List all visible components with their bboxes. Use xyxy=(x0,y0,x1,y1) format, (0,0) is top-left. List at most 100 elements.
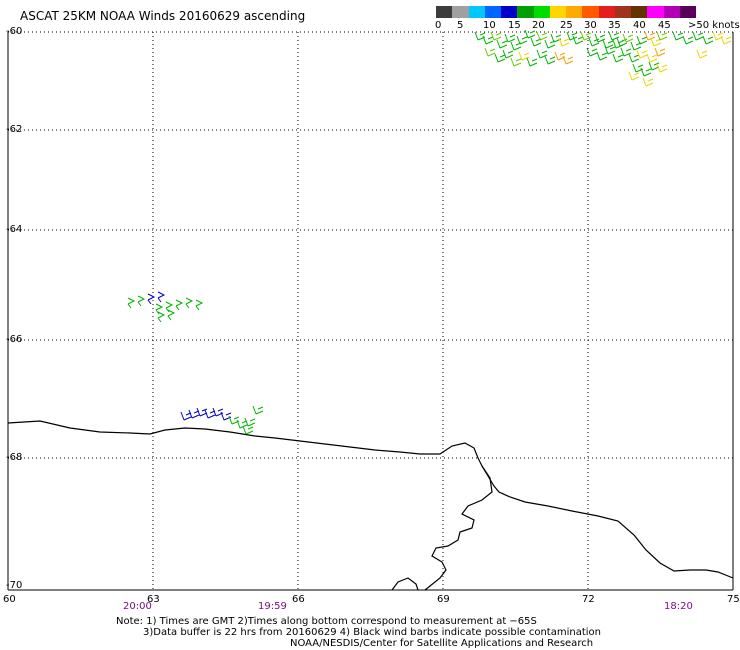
wind-barb xyxy=(167,309,176,321)
y-tick-label: -64 xyxy=(6,224,23,235)
wind-barb xyxy=(510,57,522,67)
colorbar-swatch xyxy=(663,6,680,18)
note-line-3: NOAA/NESDIS/Center for Satellite Applica… xyxy=(290,638,594,649)
note-line-2: 3)Data buffer is 22 hrs from 20160629 4)… xyxy=(143,627,601,638)
wind-barb xyxy=(702,35,714,45)
colorbar-labels: 0 5 10 15 20 25 30 35 40 45 >50 knots xyxy=(430,20,740,34)
colorbar-label: 5 xyxy=(457,20,464,31)
wind-barbs xyxy=(127,29,732,435)
wind-barb xyxy=(696,49,708,59)
grid-lines xyxy=(8,31,733,590)
wind-barb xyxy=(612,39,624,49)
wind-barb xyxy=(490,31,502,41)
wind-barb xyxy=(244,417,256,427)
colorbar-swatch xyxy=(484,6,501,18)
wind-barb xyxy=(518,51,530,61)
wind-barb xyxy=(594,33,606,43)
colorbar-swatch xyxy=(533,6,550,18)
wind-barb xyxy=(147,293,156,305)
y-tick-label: -66 xyxy=(6,334,23,345)
coastline-islet xyxy=(391,577,419,591)
colorbar-label: 30 xyxy=(584,20,597,31)
wind-barb xyxy=(656,63,668,73)
colorbar-label: 25 xyxy=(560,20,573,31)
wind-barb xyxy=(620,47,632,57)
colorbar-swatch xyxy=(598,6,615,18)
wind-barb xyxy=(640,67,652,77)
wind-barb xyxy=(656,31,668,41)
wind-barb xyxy=(494,53,506,63)
y-tick-label: -70 xyxy=(6,580,23,591)
colorbar-label: 10 xyxy=(483,20,496,31)
wind-barb xyxy=(596,51,608,61)
wind-barb xyxy=(672,31,684,41)
wind-barb xyxy=(720,35,732,45)
x-tick-label: 60 xyxy=(3,594,16,605)
wind-barb xyxy=(482,35,494,45)
wind-barb xyxy=(157,311,166,323)
wind-barb xyxy=(654,47,666,57)
colorbar-swatch xyxy=(679,6,696,18)
wind-barb xyxy=(622,33,634,43)
time-label: 19:59 xyxy=(258,601,287,612)
wind-speed-colorbar xyxy=(436,6,696,18)
wind-barb xyxy=(642,77,654,87)
wind-barb xyxy=(242,425,254,435)
wind-barb xyxy=(608,31,620,41)
wind-barb xyxy=(536,31,548,41)
colorbar-swatch xyxy=(631,6,648,18)
wind-barb xyxy=(572,35,584,45)
x-tick-label: 69 xyxy=(437,594,450,605)
colorbar-swatch xyxy=(501,6,518,18)
wind-barb xyxy=(502,49,514,59)
wind-barb xyxy=(636,35,648,45)
x-tick-label: 75 xyxy=(727,594,740,605)
wind-barb xyxy=(127,297,136,309)
wind-barb xyxy=(644,31,656,41)
x-tick-label: 72 xyxy=(582,594,595,605)
y-tick-label: -60 xyxy=(6,26,23,37)
colorbar-swatch xyxy=(436,6,453,18)
wind-barb xyxy=(185,297,194,309)
wind-barb xyxy=(612,53,624,63)
wind-barb xyxy=(588,37,600,47)
y-tick-label: -62 xyxy=(6,124,23,135)
colorbar-label: 20 xyxy=(532,20,545,31)
wind-barb xyxy=(504,33,516,43)
colorbar-label: 45 xyxy=(658,20,671,31)
y-tick-label: -68 xyxy=(6,452,23,463)
colorbar-swatch xyxy=(517,6,534,18)
coastline-main xyxy=(7,420,734,579)
wind-barb xyxy=(155,303,164,315)
colorbar-label: >50 knots xyxy=(688,20,740,31)
time-label: 20:00 xyxy=(123,601,152,612)
colorbar-label: 35 xyxy=(608,20,621,31)
wind-barb xyxy=(516,35,528,45)
note-line-1: Note: 1) Times are GMT 2)Times along bot… xyxy=(116,616,537,627)
wind-barb xyxy=(252,405,264,415)
wind-barb xyxy=(157,291,166,303)
coastline xyxy=(7,420,734,591)
colorbar-swatch xyxy=(566,6,583,18)
wind-barb xyxy=(165,301,174,313)
wind-barb xyxy=(195,299,204,311)
wind-barb xyxy=(526,57,538,67)
wind-barb xyxy=(524,29,536,39)
wind-barb xyxy=(636,49,648,59)
wind-barb xyxy=(628,71,640,81)
wind-barb xyxy=(484,47,496,57)
wind-barb xyxy=(646,53,658,63)
colorbar-label: 40 xyxy=(633,20,646,31)
colorbar-swatch xyxy=(549,6,566,18)
wind-barb xyxy=(544,55,556,65)
colorbar-swatch xyxy=(582,6,599,18)
wind-barb xyxy=(602,39,614,49)
colorbar-label: 15 xyxy=(508,20,521,31)
colorbar-label: 0 xyxy=(435,20,442,31)
colorbar-swatch xyxy=(452,6,469,18)
colorbar-swatch xyxy=(647,6,664,18)
coastline-inlet xyxy=(424,465,493,591)
colorbar-swatch xyxy=(614,6,631,18)
wind-barb xyxy=(558,37,570,47)
wind-barb xyxy=(496,39,508,49)
